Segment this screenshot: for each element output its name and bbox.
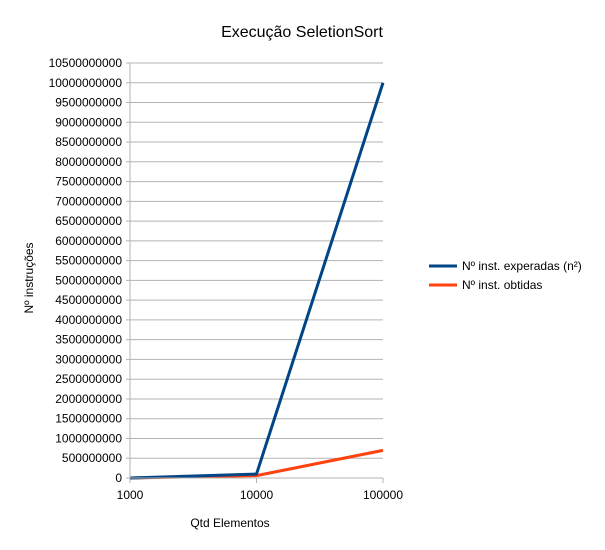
legend: Nº inst. experadas (n²) Nº inst. obtidas xyxy=(429,259,582,292)
y-tick-label: 1500000000 xyxy=(55,412,122,426)
x-tick-labels: 1000 10000 100000 xyxy=(117,478,403,502)
series-lines xyxy=(129,82,385,480)
x-tick-label: 1000 xyxy=(117,488,144,502)
y-tick-label: 8500000000 xyxy=(55,135,122,149)
axes xyxy=(129,63,383,479)
y-tick-label: 7500000000 xyxy=(55,175,122,189)
grid-lines xyxy=(126,62,383,479)
y-tick-label: 9000000000 xyxy=(55,115,122,129)
legend-label: Nº inst. experadas (n²) xyxy=(462,259,582,273)
y-tick-label: 5500000000 xyxy=(55,254,122,268)
x-axis-title: Qtd Elementos xyxy=(190,516,269,530)
y-tick-label: 4500000000 xyxy=(55,293,122,307)
y-tick-label: 3500000000 xyxy=(55,333,122,347)
chart-title: Execução SeletionSort xyxy=(221,24,383,41)
y-tick-label: 1000000000 xyxy=(55,431,122,445)
y-tick-label: 6000000000 xyxy=(55,234,122,248)
series-line xyxy=(129,82,385,480)
y-tick-label: 10000000000 xyxy=(49,76,123,90)
x-tick-label: 10000 xyxy=(240,488,274,502)
y-tick-label: 9500000000 xyxy=(55,96,122,110)
y-axis-title: Nº instruções xyxy=(22,242,36,313)
y-tick-label: 3000000000 xyxy=(55,352,122,366)
y-tick-label: 8000000000 xyxy=(55,155,122,169)
y-tick-label: 6500000000 xyxy=(55,214,122,228)
x-tick-label: 100000 xyxy=(363,488,403,502)
y-tick-label: 2500000000 xyxy=(55,372,122,386)
y-tick-label: 2000000000 xyxy=(55,392,122,406)
y-tick-label: 10500000000 xyxy=(49,56,123,70)
y-tick-label: 500000000 xyxy=(62,451,122,465)
legend-label: Nº inst. obtidas xyxy=(462,278,542,292)
y-tick-labels: 0 500000000 1000000000 1500000000 2000000000… xyxy=(49,56,123,485)
y-tick-label: 7000000000 xyxy=(55,194,122,208)
y-tick-label: 5000000000 xyxy=(55,273,122,287)
y-tick-label: 4000000000 xyxy=(55,313,122,327)
y-tick-label: 0 xyxy=(115,471,122,485)
